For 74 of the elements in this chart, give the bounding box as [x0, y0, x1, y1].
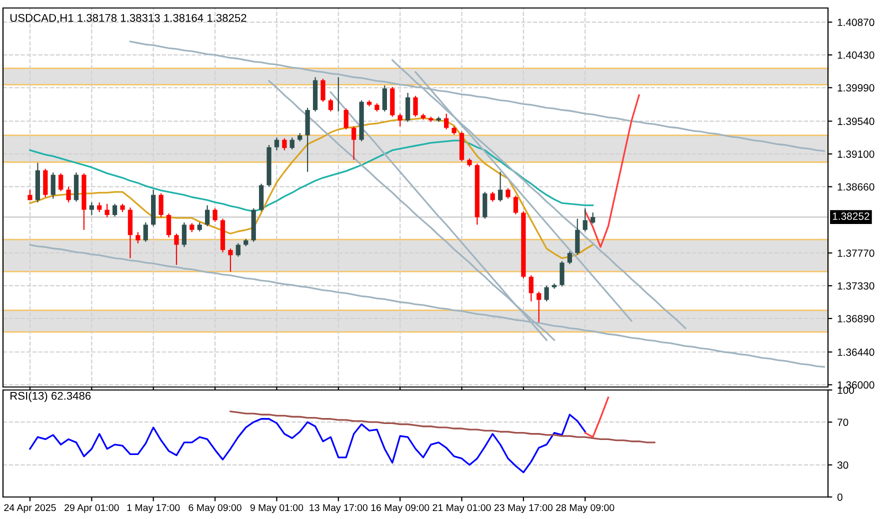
- candlestick: [544, 285, 549, 302]
- candlestick: [104, 203, 110, 218]
- candlestick: [575, 218, 580, 256]
- candlestick: [328, 98, 333, 112]
- candlestick: [513, 195, 518, 215]
- candlestick: [166, 212, 172, 238]
- candlestick: [498, 171, 503, 202]
- candlestick: [158, 192, 164, 218]
- candlestick: [50, 172, 56, 200]
- line-series: [584, 396, 610, 438]
- x-tick-label: 13 May 17:00: [310, 504, 368, 514]
- y-tick-label: 1.39990: [838, 84, 874, 92]
- y-tick-label: 1.38660: [838, 183, 874, 191]
- x-tick-label: 23 May 17:00: [494, 504, 553, 514]
- candlestick: [398, 113, 402, 127]
- y-tick-label: 1.39100: [838, 150, 874, 158]
- candlestick: [444, 113, 449, 130]
- candlestick: [228, 248, 233, 272]
- candlestick: [136, 232, 140, 244]
- candlestick: [174, 233, 179, 266]
- candlestick: [97, 202, 102, 213]
- y-tick-label: 0: [837, 494, 842, 501]
- y-tick-label: 1.40870: [838, 18, 874, 26]
- y-tick-label: 1.40430: [838, 51, 874, 59]
- candlestick: [66, 186, 71, 203]
- line-series: [29, 140, 594, 212]
- candlestick: [590, 212, 596, 224]
- candlestick: [89, 202, 94, 216]
- candlestick: [506, 188, 510, 200]
- candlestick: [413, 95, 418, 118]
- candlestick: [482, 191, 488, 220]
- candlestick: [560, 260, 564, 288]
- line-series: [584, 94, 640, 248]
- x-tick-label: 24 Apr 2025: [4, 504, 56, 514]
- candlestick: [205, 204, 210, 227]
- x-tick-label: 21 May 01:00: [432, 504, 491, 514]
- candlestick: [382, 84, 387, 112]
- candlestick: [405, 92, 410, 122]
- candlestick: [112, 203, 118, 218]
- candlestick: [290, 137, 294, 150]
- candlestick: [143, 222, 148, 242]
- x-tick-label: 1 May 17:00: [127, 504, 180, 514]
- candlestick: [344, 108, 348, 130]
- x-tick-label: 6 May 09:00: [188, 504, 242, 514]
- candlestick: [528, 274, 534, 302]
- candlestick: [212, 208, 218, 222]
- chart-title: RSI(13) 62.3486: [10, 392, 91, 402]
- candlestick: [58, 172, 64, 192]
- candlestick: [490, 191, 495, 202]
- y-tick-label: 1.36000: [838, 381, 874, 389]
- candlestick: [582, 208, 588, 232]
- candlestick: [320, 78, 326, 102]
- candlestick: [536, 291, 542, 323]
- candlestick: [567, 250, 572, 265]
- x-tick-label: 9 May 01:00: [250, 504, 304, 514]
- x-tick-label: 28 May 09:00: [556, 504, 614, 514]
- candlestick: [274, 137, 280, 151]
- x-tick-label: 16 May 09:00: [371, 504, 430, 514]
- y-tick-label: 1.37770: [838, 249, 874, 257]
- y-tick-label: 1.37330: [838, 282, 874, 290]
- y-tick-label: 1.36440: [838, 348, 874, 356]
- candlestick: [352, 126, 356, 160]
- x-tick-label: 29 Apr 01:00: [64, 504, 119, 514]
- line-series: [29, 414, 586, 474]
- chart-title: USDCAD,H1 1.38178 1.38313 1.38164 1.38252: [10, 14, 246, 24]
- candlestick: [236, 242, 240, 258]
- y-tick-label: 1.36890: [838, 315, 874, 322]
- candlestick: [182, 222, 187, 248]
- line-series: [230, 410, 656, 444]
- ref-line-label: 1.38252: [832, 212, 870, 220]
- candlestick: [282, 138, 287, 151]
- y-tick-label: 1.39540: [838, 118, 874, 126]
- y-tick-label: 30: [837, 461, 848, 469]
- y-tick-label: 70: [838, 418, 848, 426]
